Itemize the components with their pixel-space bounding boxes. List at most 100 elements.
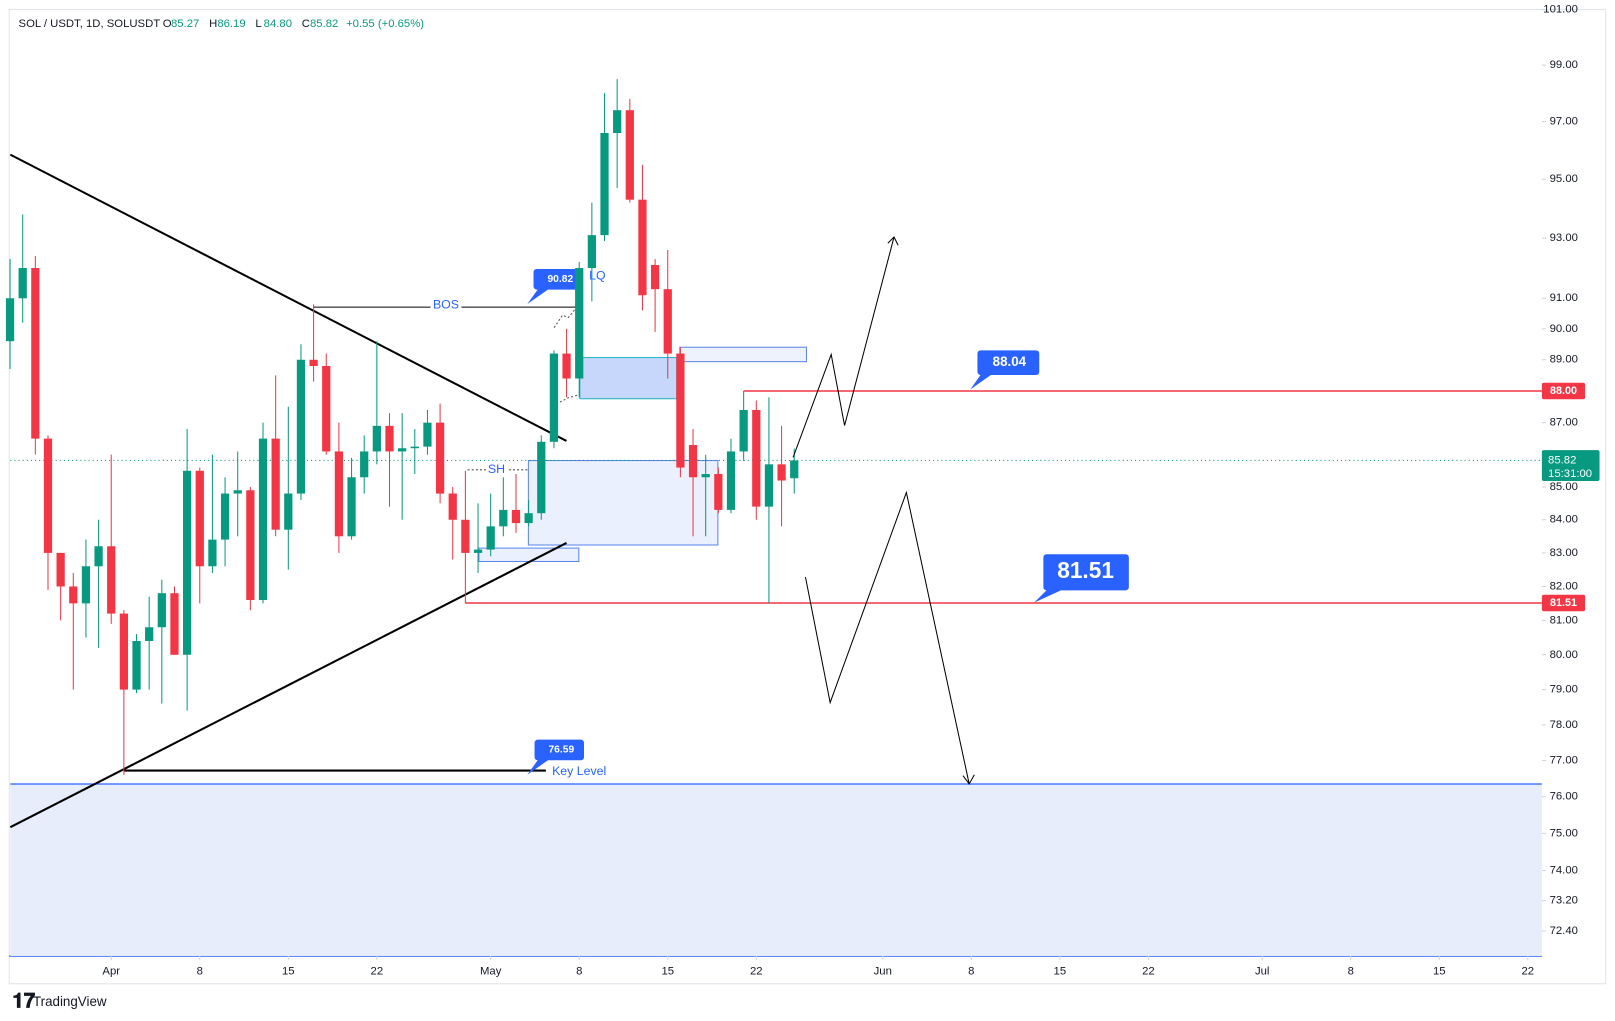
candle-body: [638, 199, 647, 296]
candle-body: [309, 359, 318, 366]
ob-box: [679, 346, 807, 363]
candle-body: [94, 546, 103, 567]
candle-body: [663, 289, 672, 354]
price-tag-label: 81.51: [1550, 597, 1577, 609]
y-tick-label: 75.00: [1550, 827, 1578, 839]
arrowhead: [887, 236, 899, 246]
y-tick-label: 97.00: [1550, 116, 1578, 128]
ohlc-value: 85.27: [171, 18, 199, 30]
candle-body: [385, 425, 394, 452]
candle-body: [575, 268, 584, 379]
candle-body: [372, 425, 381, 452]
last-price-tag: [1541, 450, 1600, 482]
callout-text: 90.82: [547, 274, 573, 285]
arrowhead: [962, 774, 975, 785]
key-level-label: Key Level: [552, 764, 606, 778]
x-tick-label: Jun: [874, 965, 892, 977]
candle-body: [233, 490, 242, 494]
candle-body: [258, 438, 268, 600]
candle-body: [473, 549, 483, 553]
candle-body: [360, 451, 369, 478]
x-tick-label: 15: [1433, 965, 1446, 977]
candle-body: [600, 133, 609, 236]
candle-body: [43, 438, 53, 553]
y-tick-label: 77.00: [1550, 755, 1578, 767]
logo-mark: 𝟏𝟕: [12, 990, 35, 1013]
projection: [792, 236, 975, 785]
y-tick-label: 82.00: [1550, 580, 1578, 592]
candle-body: [524, 513, 533, 524]
x-tick-label: Jul: [1255, 965, 1269, 977]
callout-text: 81.51: [1057, 557, 1114, 583]
candle-body: [271, 438, 280, 530]
y-tick-label: 99.00: [1550, 59, 1578, 71]
candle-body: [790, 460, 799, 479]
candle-body: [208, 539, 217, 567]
fvg-box: [579, 357, 678, 400]
x-tick-label: May: [480, 965, 502, 977]
y-tick-label: 80.00: [1550, 649, 1578, 661]
candle-body: [625, 110, 634, 200]
candle-body: [31, 268, 40, 439]
candle-body: [435, 422, 445, 494]
candle-body: [347, 477, 356, 537]
candle-body: [69, 586, 78, 604]
ohlc-value: 84.80: [264, 18, 292, 30]
y-tick-label: 76.00: [1550, 791, 1578, 803]
ohlc-key: O: [163, 18, 172, 30]
brand: TradingView: [33, 994, 107, 1009]
candle-body: [322, 365, 331, 452]
y-tick-label: 93.00: [1550, 232, 1578, 244]
x-tick-label: 8: [968, 965, 974, 977]
candle-body: [56, 552, 65, 587]
candle-body: [739, 409, 748, 452]
price-tag-label: 88.00: [1550, 385, 1577, 397]
candle-body: [726, 451, 736, 510]
candle-body: [145, 627, 154, 641]
demand-zone: [10, 783, 1542, 956]
callout-text: 88.04: [993, 354, 1027, 369]
candle-body: [132, 640, 141, 690]
candle-body: [410, 446, 419, 449]
y-tick-label: 95.00: [1550, 173, 1578, 185]
candle-body: [119, 613, 129, 690]
lq-dots: [553, 306, 578, 328]
candle-body: [701, 474, 710, 478]
y-tick-label: 91.00: [1550, 292, 1578, 304]
ohlc-header: O 85.27 H 86.19 L 84.80 C 85.82 +0.55 (+0.65%): [163, 18, 425, 30]
x-tick-label: 22: [1142, 965, 1155, 977]
small-box: [478, 547, 580, 562]
sh-bg: [486, 461, 509, 479]
callout-bubble: [527, 268, 580, 304]
candle-body: [220, 493, 230, 540]
change: +0.55 (+0.65%): [346, 18, 424, 30]
candle-body: [398, 448, 407, 452]
candle-body: [650, 265, 660, 290]
x-tick-label: 8: [197, 965, 203, 977]
candle-body: [246, 490, 255, 600]
price-tag: [1541, 594, 1586, 612]
candle-body: [170, 593, 179, 655]
candle-body: [688, 445, 698, 478]
callout: 90.82: [527, 268, 580, 304]
callout: 81.51: [1034, 554, 1129, 603]
candle-body: [562, 353, 571, 379]
y-tick-label: 83.00: [1550, 547, 1578, 559]
candle-body: [714, 474, 723, 510]
y-tick-label: 89.00: [1550, 354, 1578, 366]
y-tick-label: 73.20: [1550, 895, 1578, 907]
callout-bubble: [527, 739, 584, 775]
ohlc-key: H: [209, 18, 217, 30]
candle-body: [157, 593, 166, 628]
last-price-label: 85.82: [1548, 454, 1576, 466]
y-tick-label: 79.00: [1550, 684, 1578, 696]
candle-body: [183, 470, 192, 655]
lq-dots: [555, 394, 581, 405]
bos-label: BOS: [433, 297, 459, 311]
candle-body: [499, 509, 508, 527]
candle-body: [296, 359, 306, 494]
x-tick-label: 22: [750, 965, 763, 977]
y-tick-label: 101.00: [1543, 4, 1578, 16]
ohlc-value: 86.19: [217, 18, 245, 30]
